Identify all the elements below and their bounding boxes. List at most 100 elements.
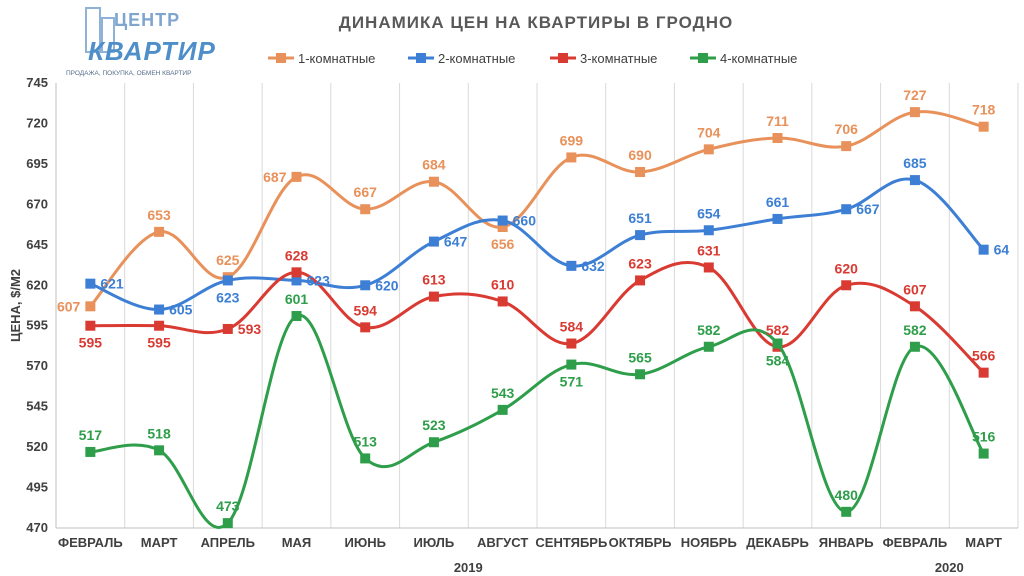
- data-point-s2: [222, 275, 233, 286]
- data-label-s2: 621: [100, 276, 124, 292]
- data-label-s1: 706: [835, 121, 859, 137]
- data-label-s2: 651: [628, 210, 652, 226]
- data-label-s2: 647: [444, 234, 468, 250]
- data-label-s2: 64: [994, 242, 1010, 258]
- data-point-s2: [428, 236, 439, 247]
- legend-marker-4: [698, 53, 708, 63]
- data-label-s1: 625: [216, 252, 240, 268]
- data-label-s1: 687: [263, 169, 287, 185]
- data-point-s3: [222, 323, 233, 334]
- data-label-s1: 667: [354, 184, 378, 200]
- data-label-s1: 727: [903, 87, 927, 103]
- x-tick-label: АВГУСТ: [477, 535, 528, 550]
- data-label-s4: 518: [147, 425, 171, 441]
- data-label-s4: 473: [216, 498, 240, 514]
- data-label-s3: 631: [697, 242, 721, 258]
- legend-marker-1: [276, 53, 286, 63]
- data-point-s2: [635, 230, 646, 241]
- x-tick-label: МАРТ: [965, 535, 1002, 550]
- data-label-s3: 595: [147, 335, 171, 351]
- y-tick-label: 695: [26, 156, 48, 171]
- data-point-s2: [360, 280, 371, 291]
- data-label-s1: 653: [147, 207, 171, 223]
- legend-label-4: 4-комнатные: [720, 51, 797, 66]
- x-tick-label: ФЕВРАЛЬ: [58, 535, 123, 550]
- data-point-s3: [909, 301, 920, 312]
- x-tick-label: ФЕВРАЛЬ: [883, 535, 948, 550]
- data-label-s1: 718: [972, 102, 996, 118]
- data-point-s1: [635, 167, 646, 177]
- y-tick-label: 720: [26, 115, 48, 130]
- legend-marker-2: [416, 53, 426, 63]
- data-point-s3: [566, 338, 577, 349]
- data-label-s3: 593: [238, 321, 262, 337]
- legend-label-3: 3-комнатные: [580, 51, 657, 66]
- data-label-s3: 594: [354, 302, 378, 318]
- logo-tagline: ПРОДАЖА, ПОКУПКА, ОБМЕН КВАРТИР: [66, 70, 192, 77]
- data-label-s4: 523: [422, 417, 446, 433]
- legend-label-2: 2-комнатные: [438, 51, 515, 66]
- x-tick-label: ДЕКАБРЬ: [746, 535, 809, 550]
- data-label-s3: 620: [835, 260, 859, 276]
- data-label-s2: 632: [581, 258, 605, 274]
- chart-title: ДИНАМИКА ЦЕН НА КВАРТИРЫ В ГРОДНО: [339, 13, 734, 32]
- data-point-s4: [291, 311, 302, 322]
- y-tick-label: 670: [26, 196, 48, 211]
- data-label-s4: 571: [560, 374, 584, 390]
- data-point-s3: [85, 320, 96, 331]
- data-label-s3: 582: [766, 322, 790, 338]
- data-point-s1: [497, 222, 508, 233]
- data-label-s1: 656: [491, 236, 515, 252]
- data-label-s1: 607: [57, 298, 81, 314]
- data-label-s2: 620: [375, 277, 399, 293]
- data-point-s4: [635, 369, 646, 380]
- data-point-s1: [428, 176, 439, 187]
- data-point-s4: [360, 453, 371, 464]
- data-label-s2: 685: [903, 155, 927, 171]
- data-label-s3: 584: [560, 319, 584, 335]
- data-point-s1: [360, 204, 371, 215]
- data-label-s4: 565: [628, 349, 652, 365]
- data-label-s2: 660: [513, 213, 537, 229]
- data-label-s1: 699: [560, 132, 584, 148]
- company-logo: ЦЕНТР КВАРТИР ПРОДАЖА, ПОКУПКА, ОБМЕН КВ…: [66, 2, 215, 84]
- data-point-s4: [222, 518, 233, 529]
- data-point-s3: [635, 275, 646, 286]
- logo-line2: КВАРТИР: [88, 36, 216, 66]
- data-label-s4: 513: [354, 433, 378, 449]
- x-tick-label: СЕНТЯБРЬ: [535, 535, 607, 550]
- data-point-s4: [497, 404, 508, 415]
- data-point-s1: [85, 301, 96, 312]
- data-point-s2: [291, 275, 302, 286]
- data-label-s3: 623: [628, 255, 652, 271]
- data-label-s2: 661: [766, 194, 790, 210]
- data-point-s4: [978, 448, 989, 459]
- data-point-s1: [772, 133, 783, 144]
- data-point-s2: [497, 215, 508, 226]
- data-point-s2: [841, 204, 852, 215]
- data-label-s3: 607: [903, 281, 927, 297]
- data-point-s3: [497, 296, 508, 307]
- data-point-s4: [703, 341, 714, 352]
- data-label-s4: 517: [79, 427, 103, 443]
- x-tick-label: НОЯБРЬ: [681, 535, 737, 550]
- data-point-s2: [909, 175, 920, 186]
- data-label-s3: 613: [422, 272, 446, 288]
- data-point-s3: [291, 267, 302, 278]
- year-label: 2020: [935, 560, 964, 575]
- data-label-s2: 654: [697, 205, 721, 221]
- data-point-s2: [772, 213, 783, 224]
- data-label-s1: 704: [697, 124, 721, 140]
- x-tick-label: ИЮНЬ: [344, 535, 385, 550]
- series-line-4: [90, 314, 985, 529]
- data-point-s3: [360, 322, 371, 333]
- data-label-s3: 595: [79, 335, 103, 351]
- data-point-s4: [772, 338, 783, 349]
- data-point-s1: [291, 171, 302, 182]
- data-label-s2: 667: [856, 201, 880, 217]
- data-point-s4: [154, 445, 165, 456]
- y-tick-label: 595: [26, 318, 48, 333]
- x-tick-label: ИЮЛЬ: [414, 535, 455, 550]
- legend-marker-3: [558, 53, 568, 63]
